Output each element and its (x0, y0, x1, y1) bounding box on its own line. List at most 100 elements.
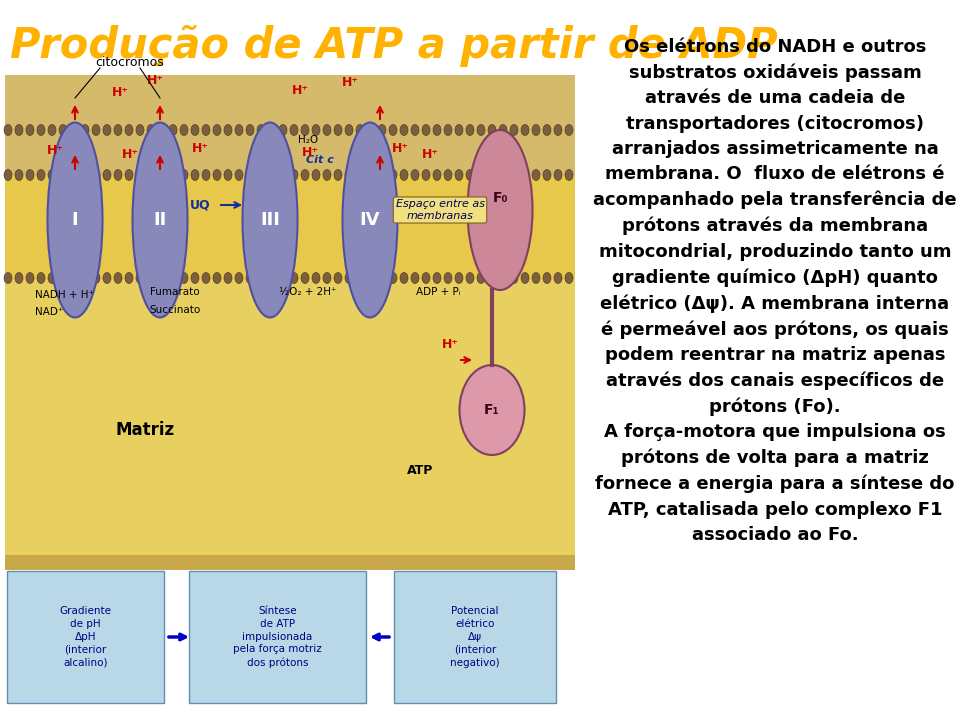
Ellipse shape (356, 273, 364, 283)
Ellipse shape (510, 124, 518, 136)
Ellipse shape (191, 124, 199, 136)
Ellipse shape (147, 124, 155, 136)
Text: Matriz: Matriz (115, 421, 175, 439)
Ellipse shape (499, 124, 507, 136)
Ellipse shape (422, 273, 430, 283)
Ellipse shape (70, 124, 78, 136)
Ellipse shape (243, 123, 298, 317)
Ellipse shape (202, 273, 210, 283)
Ellipse shape (125, 124, 133, 136)
Ellipse shape (477, 170, 485, 180)
Ellipse shape (323, 170, 331, 180)
Text: ½O₂ + 2H⁺: ½O₂ + 2H⁺ (279, 287, 337, 297)
Ellipse shape (444, 273, 452, 283)
Text: H⁺: H⁺ (46, 143, 63, 156)
Ellipse shape (180, 170, 188, 180)
Ellipse shape (59, 273, 67, 283)
Ellipse shape (147, 273, 155, 283)
Ellipse shape (279, 170, 287, 180)
Ellipse shape (334, 124, 342, 136)
Ellipse shape (345, 124, 353, 136)
Ellipse shape (312, 273, 320, 283)
Ellipse shape (477, 273, 485, 283)
Text: H⁺: H⁺ (147, 74, 163, 87)
Ellipse shape (301, 124, 309, 136)
Ellipse shape (356, 124, 364, 136)
Ellipse shape (334, 273, 342, 283)
Ellipse shape (433, 273, 441, 283)
Ellipse shape (59, 124, 67, 136)
Text: Síntese
de ATP
impulsionada
pela força motriz
dos prótons: Síntese de ATP impulsionada pela força m… (233, 606, 322, 668)
Ellipse shape (378, 124, 386, 136)
Ellipse shape (70, 170, 78, 180)
Text: Fumarato: Fumarato (150, 287, 200, 297)
Ellipse shape (169, 170, 177, 180)
Ellipse shape (132, 123, 187, 317)
Ellipse shape (257, 170, 265, 180)
Text: H⁺: H⁺ (122, 148, 138, 161)
Ellipse shape (37, 170, 45, 180)
Ellipse shape (15, 170, 23, 180)
Ellipse shape (191, 273, 199, 283)
Bar (5, 280, 575, 555)
Ellipse shape (246, 170, 254, 180)
Ellipse shape (92, 124, 100, 136)
Ellipse shape (125, 273, 133, 283)
Ellipse shape (312, 124, 320, 136)
Text: Gradiente
de pH
ΔpH
(interior
alcalino): Gradiente de pH ΔpH (interior alcalino) (60, 606, 111, 667)
Ellipse shape (378, 273, 386, 283)
Ellipse shape (378, 170, 386, 180)
Ellipse shape (455, 273, 463, 283)
Ellipse shape (510, 170, 518, 180)
Text: II: II (154, 211, 167, 229)
Text: Espaço entre as
membranas: Espaço entre as membranas (396, 200, 485, 221)
Text: I: I (72, 211, 79, 229)
Text: UQ: UQ (190, 199, 210, 212)
Ellipse shape (460, 365, 524, 455)
Ellipse shape (48, 273, 56, 283)
Ellipse shape (224, 170, 232, 180)
Ellipse shape (158, 124, 166, 136)
Ellipse shape (4, 170, 12, 180)
Ellipse shape (136, 124, 144, 136)
Ellipse shape (26, 170, 34, 180)
Ellipse shape (301, 170, 309, 180)
Ellipse shape (444, 170, 452, 180)
Ellipse shape (468, 130, 533, 290)
Ellipse shape (345, 273, 353, 283)
Ellipse shape (433, 124, 441, 136)
Ellipse shape (290, 124, 298, 136)
Ellipse shape (15, 273, 23, 283)
Text: ADP + Pᵢ: ADP + Pᵢ (416, 287, 460, 297)
Text: F₁: F₁ (484, 403, 500, 417)
Text: H₂O: H₂O (298, 135, 318, 145)
Text: Succinato: Succinato (150, 305, 201, 315)
Ellipse shape (279, 273, 287, 283)
Ellipse shape (488, 124, 496, 136)
Ellipse shape (356, 170, 364, 180)
Text: ATP: ATP (407, 464, 433, 476)
Ellipse shape (499, 170, 507, 180)
Text: H⁺: H⁺ (191, 141, 208, 155)
Ellipse shape (213, 273, 221, 283)
Ellipse shape (48, 124, 56, 136)
Ellipse shape (268, 124, 276, 136)
Ellipse shape (114, 273, 122, 283)
Ellipse shape (466, 124, 474, 136)
Ellipse shape (411, 124, 419, 136)
Ellipse shape (92, 273, 100, 283)
Ellipse shape (136, 273, 144, 283)
Ellipse shape (477, 124, 485, 136)
Ellipse shape (257, 124, 265, 136)
Text: H⁺: H⁺ (342, 75, 358, 89)
Ellipse shape (554, 273, 562, 283)
Text: H⁺: H⁺ (111, 85, 129, 99)
Ellipse shape (114, 124, 122, 136)
Ellipse shape (81, 273, 89, 283)
Ellipse shape (290, 273, 298, 283)
Ellipse shape (147, 170, 155, 180)
Ellipse shape (224, 124, 232, 136)
Text: III: III (260, 211, 280, 229)
Ellipse shape (103, 170, 111, 180)
Ellipse shape (125, 170, 133, 180)
